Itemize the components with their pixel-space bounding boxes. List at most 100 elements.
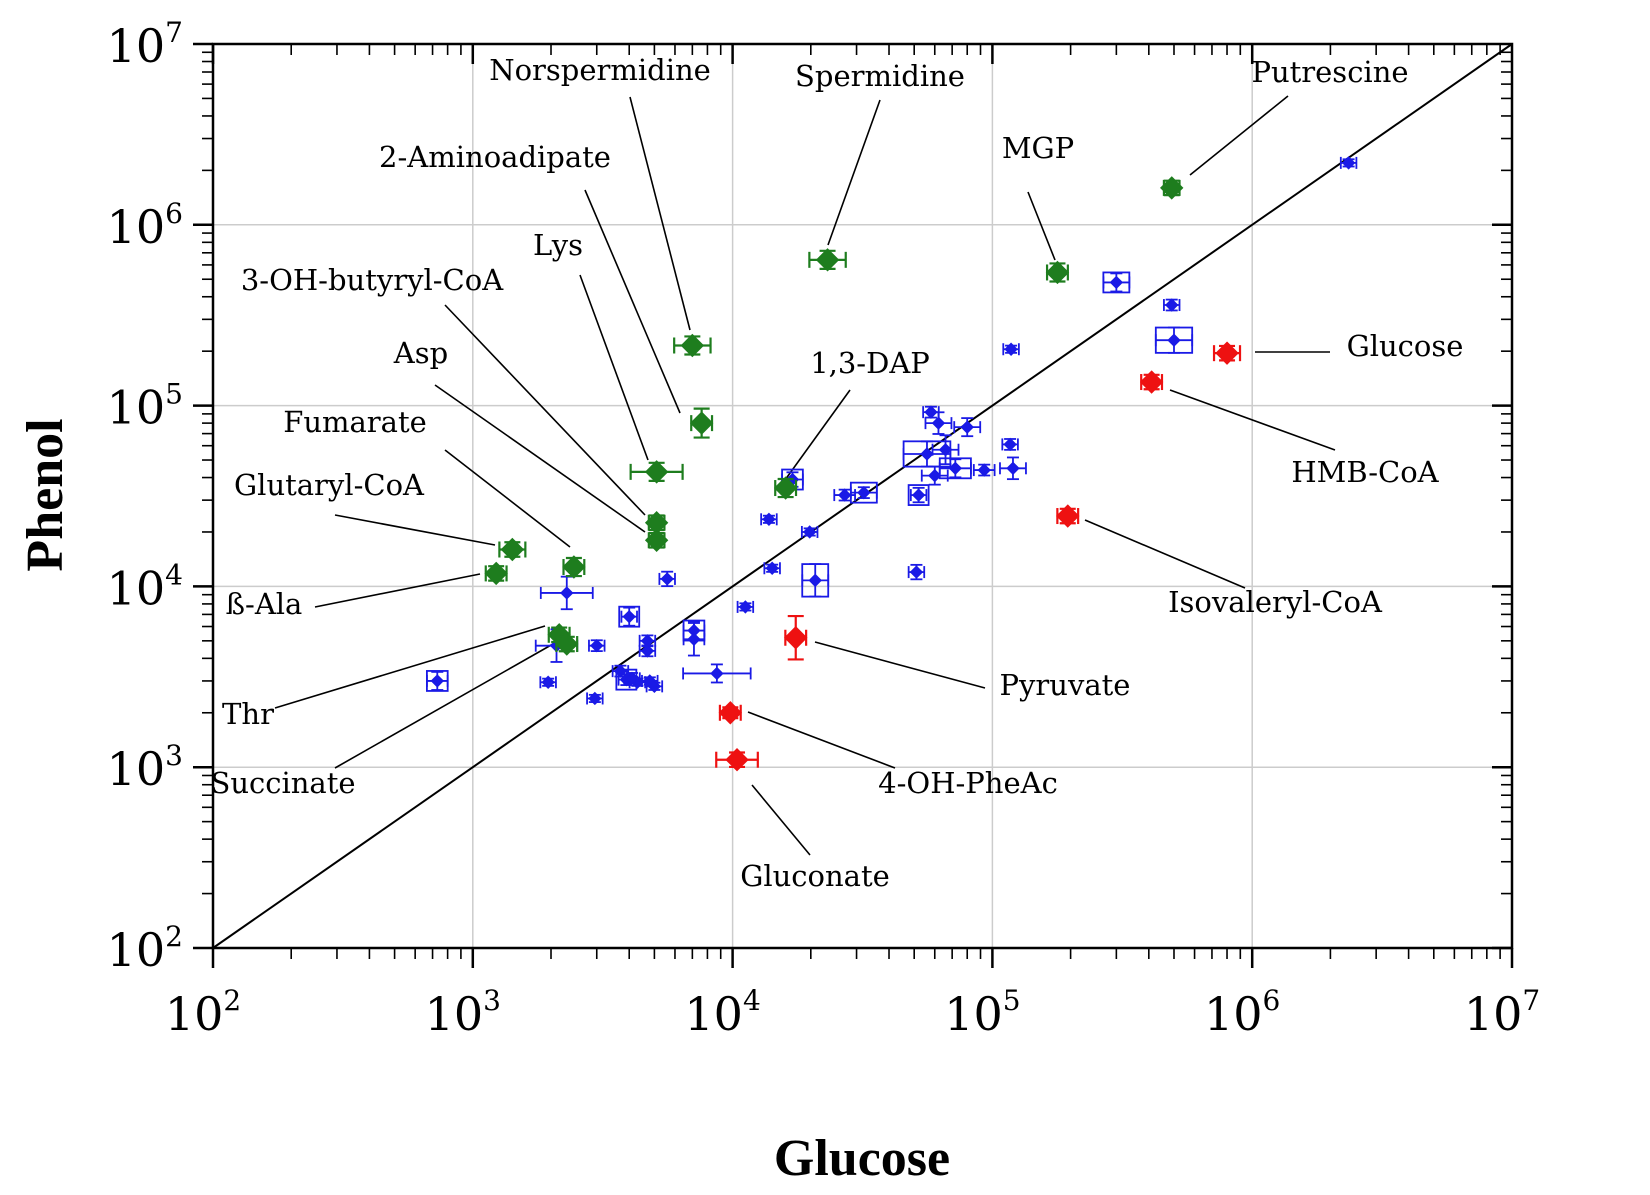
diamond-marker-large	[1139, 370, 1164, 394]
diamond-marker	[590, 638, 604, 653]
diamond-marker	[687, 632, 701, 646]
data-point	[1001, 437, 1019, 452]
diamond-marker-large	[1215, 341, 1239, 365]
grid	[213, 44, 1512, 948]
annotation-leader	[584, 189, 681, 414]
data-point	[1102, 271, 1131, 294]
annotation-label: Glucose	[1347, 329, 1464, 363]
diamond-marker	[920, 447, 934, 461]
error-box	[801, 563, 830, 598]
labeled-point	[773, 476, 798, 500]
annotation-leader	[1027, 191, 1056, 261]
diamond-marker-large	[644, 528, 669, 552]
data-point	[682, 663, 752, 684]
diamond-marker-large	[644, 460, 669, 484]
diamond-marker-large	[1056, 504, 1080, 528]
diamond-marker	[911, 488, 926, 502]
x-axis-title: Glucose	[774, 1130, 950, 1187]
data-point	[736, 600, 755, 614]
labeled-point	[1139, 370, 1164, 394]
data-point	[760, 512, 778, 527]
diamond-marker-large	[1045, 260, 1070, 285]
diamond-marker-large	[1160, 176, 1184, 200]
annotation-leader	[274, 625, 546, 709]
data-point	[902, 440, 952, 468]
data-point	[618, 605, 641, 628]
labeled-point	[644, 511, 669, 535]
diamond-marker	[660, 572, 674, 586]
annotation-label: Succinate	[210, 766, 355, 800]
annotation-leader	[747, 711, 896, 769]
annotation-leader	[434, 384, 646, 533]
diamond-marker	[588, 691, 602, 706]
annotation-label: Spermidine	[795, 59, 965, 93]
data-point	[682, 622, 706, 657]
diamond-marker	[960, 420, 974, 434]
labeled-point	[784, 614, 808, 661]
diamond-marker	[625, 671, 639, 686]
x-tick-label: 106	[1204, 984, 1280, 1041]
x-tick-label: 104	[684, 984, 760, 1041]
labeled-point	[689, 407, 714, 439]
data-point	[1154, 326, 1194, 354]
annotation-leader	[1189, 95, 1289, 176]
y-tick-label: 105	[107, 378, 183, 435]
diamond-marker	[802, 525, 817, 539]
data-point	[658, 570, 676, 588]
data-points	[425, 156, 1358, 772]
labeled-point	[484, 561, 508, 586]
labeled-point	[1045, 260, 1070, 285]
diamond-marker	[1109, 275, 1124, 290]
data-point	[588, 638, 606, 653]
y-tick-label: 103	[107, 739, 183, 796]
labeled-point	[718, 701, 743, 725]
diamond-marker	[1167, 333, 1181, 347]
error-box	[618, 605, 641, 628]
x-tick-label: 105	[944, 984, 1020, 1041]
annotation-leader	[751, 784, 811, 856]
error-box	[1154, 326, 1194, 354]
diamond-marker	[808, 573, 822, 588]
annotation-leader	[629, 96, 691, 331]
data-point	[1339, 156, 1358, 170]
tick-labels: 102 102 103 103 104 104 105 105 106 106 107 107	[107, 16, 1541, 1041]
diamond-marker	[1165, 298, 1179, 312]
diamond-marker	[560, 586, 574, 600]
diamond-marker-large	[680, 333, 705, 358]
annotation-leader	[1169, 389, 1336, 451]
labeled-point	[498, 537, 527, 562]
annotation-layer: Norspermidine Spermidine Putrescine MGP 2-Am…	[210, 53, 1463, 893]
annotation-label: Pyruvate	[1000, 668, 1131, 702]
diamond-marker	[1004, 342, 1018, 356]
x-tick-label: 103	[425, 984, 501, 1041]
y-tick-label: 106	[107, 197, 183, 254]
diamond-marker	[931, 416, 946, 430]
diamond-marker	[1006, 461, 1020, 476]
diamond-marker	[909, 565, 924, 579]
data-point	[763, 561, 781, 575]
annotation-label: 3-OH-butyryl-CoA	[241, 263, 504, 297]
data-point	[931, 434, 960, 466]
labeled-point	[1212, 341, 1242, 365]
y-axis-title: Phenol	[17, 418, 74, 571]
diamond-marker	[738, 600, 753, 614]
labeled-point	[629, 460, 684, 484]
labeled-point	[1160, 176, 1184, 200]
annotation-label: Glutaryl-CoA	[234, 468, 425, 502]
annotation-leader	[814, 641, 986, 689]
diamond-marker-large	[689, 411, 714, 435]
diamond-marker-large	[484, 561, 508, 586]
diamond-marker	[647, 679, 662, 694]
data-point	[1002, 342, 1020, 356]
data-point	[999, 456, 1027, 481]
data-point	[645, 679, 664, 694]
diamond-marker-large	[784, 626, 808, 650]
diamond-marker-large	[725, 748, 749, 772]
diamond-marker	[640, 644, 655, 658]
labeled-point	[562, 555, 586, 579]
plot-frame	[211, 42, 1514, 950]
diamond-marker-large	[773, 476, 798, 500]
data-point	[800, 525, 819, 539]
data-point	[833, 488, 856, 502]
diamond-marker	[541, 675, 555, 689]
